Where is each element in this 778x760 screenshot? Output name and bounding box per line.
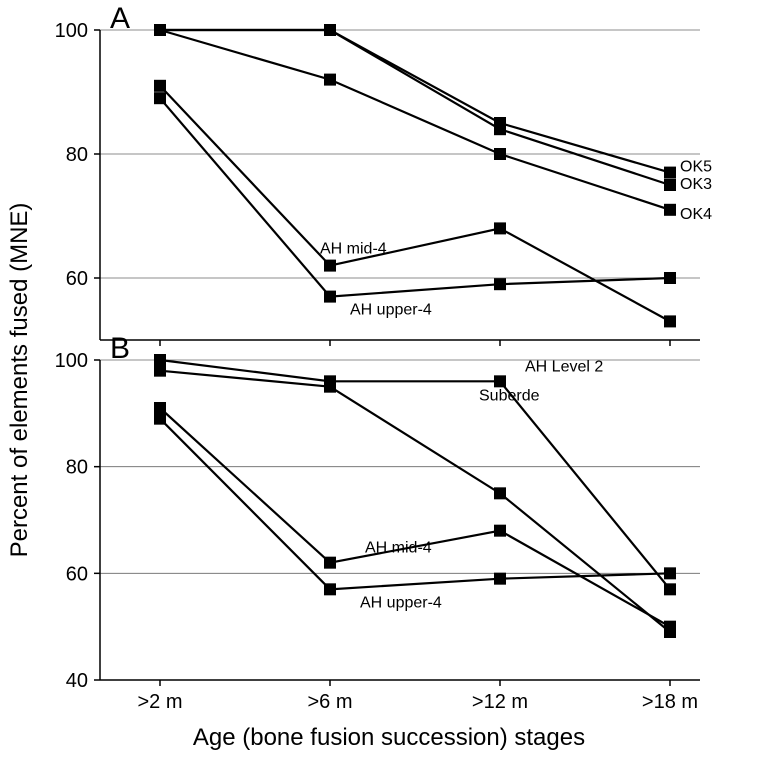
y-tick-label: 40 [66,670,88,692]
series-marker [664,567,676,579]
series-mid-label: Suberde [479,388,540,405]
y-tick-label: 60 [66,268,88,290]
series-marker [494,375,506,387]
plot-svg: 60 80 100 A OK5OK3 OK4 AH mid-4 AH upper-4 40 60 8… [0,0,778,760]
x-tick-label: >12 m [472,691,528,713]
y-tick-label: 80 [66,457,88,479]
series-marker [494,148,506,160]
series-marker [154,413,166,425]
series-marker [324,381,336,393]
series-line [160,30,670,210]
series-marker [324,74,336,86]
series-marker [664,315,676,327]
series-line [160,371,670,632]
x-tick-label: >6 m [307,691,352,713]
series-marker [664,204,676,216]
series-marker [494,525,506,537]
series-marker [664,621,676,633]
series-marker [154,402,166,414]
y-tick-label: 80 [66,144,88,166]
series-end-label: OK5 [680,159,712,176]
series-marker [664,167,676,179]
panel-label: B [110,332,130,365]
series-end-label: OK4 [680,206,712,223]
series-marker [324,583,336,595]
series-marker [154,354,166,366]
x-tick-label: >18 m [642,691,698,713]
figure: 60 80 100 A OK5OK3 OK4 AH mid-4 AH upper-4 40 60 8… [0,0,778,760]
series-mid-label: AH mid-4 [320,241,387,258]
series-marker [494,278,506,290]
series-marker [324,24,336,36]
y-axis-label: Percent of elements fused (MNE) [6,80,34,680]
series-marker [664,583,676,595]
series-end-label: OK3 [680,176,712,193]
series-marker [324,557,336,569]
series-marker [664,272,676,284]
panel-label: A [110,2,130,35]
series-line [160,98,670,296]
series-mid-label: AH Level 2 [525,358,603,375]
y-tick-label: 60 [66,563,88,585]
series-line [160,86,670,322]
series-marker [494,123,506,135]
x-axis-label: Age (bone fusion succession) stages [89,724,689,752]
series-line [160,419,670,590]
series-marker [494,487,506,499]
series-marker [154,92,166,104]
series-marker [494,222,506,234]
x-tick-label: >2 m [137,691,182,713]
series-marker [154,365,166,377]
y-tick-label: 100 [55,20,88,42]
series-marker [494,573,506,585]
series-marker [324,260,336,272]
series-marker [324,291,336,303]
y-tick-label: 100 [55,350,88,372]
series-marker [154,80,166,92]
series-marker [664,179,676,191]
series-mid-label: AH upper-4 [360,594,442,611]
series-mid-label: AH upper-4 [350,302,432,319]
series-marker [154,24,166,36]
series-mid-label: AH mid-4 [365,540,432,557]
